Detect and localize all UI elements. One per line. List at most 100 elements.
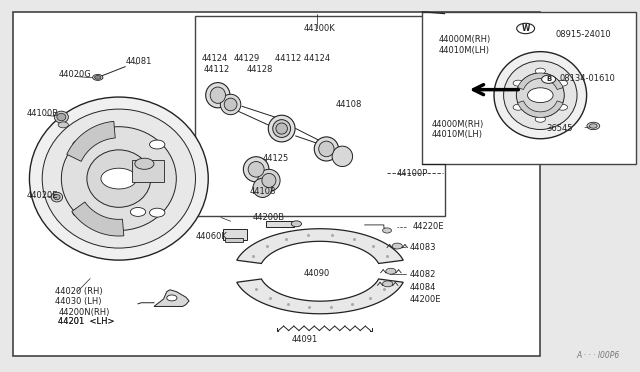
Text: 44000M(RH): 44000M(RH) <box>432 121 484 129</box>
Circle shape <box>131 208 146 217</box>
Circle shape <box>383 281 393 287</box>
Ellipse shape <box>273 120 291 137</box>
Text: A · · · l00P6: A · · · l00P6 <box>577 351 620 360</box>
Ellipse shape <box>494 52 587 139</box>
Text: 08915-24010: 08915-24010 <box>555 29 611 39</box>
Ellipse shape <box>54 111 68 123</box>
Circle shape <box>516 23 534 34</box>
Ellipse shape <box>205 83 230 108</box>
Text: 44201  <LH>: 44201 <LH> <box>58 317 115 326</box>
Text: 44030 (LH): 44030 (LH) <box>55 297 102 306</box>
Circle shape <box>58 122 68 128</box>
Bar <box>13 12 540 356</box>
Text: 44128: 44128 <box>246 65 273 74</box>
Text: W: W <box>522 24 530 33</box>
Polygon shape <box>237 279 403 314</box>
Text: 44112 44124: 44112 44124 <box>275 54 330 62</box>
Text: 44020 (RH): 44020 (RH) <box>55 287 102 296</box>
Text: 08134-01610: 08134-01610 <box>559 74 615 83</box>
Text: 44000M(RH): 44000M(RH) <box>438 35 490 44</box>
Ellipse shape <box>504 61 577 129</box>
Circle shape <box>95 76 101 79</box>
Text: 44083: 44083 <box>410 243 436 251</box>
Ellipse shape <box>51 192 63 202</box>
Ellipse shape <box>248 161 264 177</box>
Text: 44100K: 44100K <box>304 24 336 33</box>
Ellipse shape <box>220 94 241 115</box>
Text: B: B <box>546 76 551 82</box>
Circle shape <box>535 68 545 74</box>
Circle shape <box>541 75 556 83</box>
Text: 36545: 36545 <box>547 124 573 133</box>
Circle shape <box>93 74 103 80</box>
Text: 44091: 44091 <box>291 335 317 344</box>
Text: 44060K: 44060K <box>195 231 227 241</box>
Text: 44201  <LH>: 44201 <LH> <box>58 317 115 326</box>
Bar <box>195 16 445 216</box>
Circle shape <box>535 116 545 122</box>
Text: 44125: 44125 <box>262 154 289 163</box>
Polygon shape <box>518 101 563 118</box>
Ellipse shape <box>276 123 287 134</box>
Ellipse shape <box>253 178 272 198</box>
Text: 44108: 44108 <box>336 100 362 109</box>
Ellipse shape <box>268 115 295 142</box>
Text: 44100B: 44100B <box>26 109 58 118</box>
Text: 44220E: 44220E <box>413 222 444 231</box>
Text: 44081: 44081 <box>125 57 152 66</box>
Text: 44020E: 44020E <box>26 191 58 200</box>
Ellipse shape <box>262 173 276 187</box>
Text: 44129: 44129 <box>234 54 260 62</box>
Ellipse shape <box>258 169 280 192</box>
Text: 44010M(LH): 44010M(LH) <box>432 130 483 140</box>
Circle shape <box>513 80 524 86</box>
Ellipse shape <box>87 150 151 207</box>
Circle shape <box>73 140 88 149</box>
Circle shape <box>557 104 568 110</box>
Circle shape <box>150 208 165 217</box>
Ellipse shape <box>61 127 176 231</box>
Circle shape <box>589 124 597 128</box>
Polygon shape <box>72 202 124 236</box>
Bar <box>223 230 247 240</box>
Bar <box>225 238 243 242</box>
Bar <box>422 12 636 164</box>
Text: 44200E: 44200E <box>410 295 441 304</box>
Ellipse shape <box>42 109 195 248</box>
Circle shape <box>557 80 568 86</box>
Ellipse shape <box>516 73 564 118</box>
Ellipse shape <box>210 87 225 103</box>
Polygon shape <box>154 290 189 307</box>
Text: 44100P: 44100P <box>397 169 428 177</box>
Circle shape <box>513 104 524 110</box>
Text: 44020G: 44020G <box>58 70 91 79</box>
Text: 44124: 44124 <box>202 54 228 62</box>
Bar <box>132 160 164 182</box>
Bar <box>266 221 294 227</box>
Circle shape <box>150 140 165 149</box>
Ellipse shape <box>314 137 339 161</box>
Text: 44108: 44108 <box>250 187 276 196</box>
Polygon shape <box>67 121 115 161</box>
Circle shape <box>386 268 396 274</box>
Ellipse shape <box>332 146 353 167</box>
Text: 44082: 44082 <box>410 270 436 279</box>
Ellipse shape <box>243 157 269 182</box>
Polygon shape <box>518 73 563 90</box>
Circle shape <box>101 168 137 189</box>
Text: 44010M(LH): 44010M(LH) <box>438 46 489 55</box>
Circle shape <box>383 228 392 233</box>
Circle shape <box>587 122 600 130</box>
Text: 44112: 44112 <box>204 65 230 74</box>
Circle shape <box>392 243 403 249</box>
Circle shape <box>135 158 154 169</box>
Ellipse shape <box>224 98 237 111</box>
Circle shape <box>73 208 88 217</box>
Circle shape <box>291 221 301 227</box>
Circle shape <box>527 88 553 103</box>
Ellipse shape <box>319 141 334 157</box>
Circle shape <box>167 295 177 301</box>
Ellipse shape <box>29 97 208 260</box>
Text: 44200N(RH): 44200N(RH) <box>58 308 109 317</box>
Ellipse shape <box>57 113 66 121</box>
